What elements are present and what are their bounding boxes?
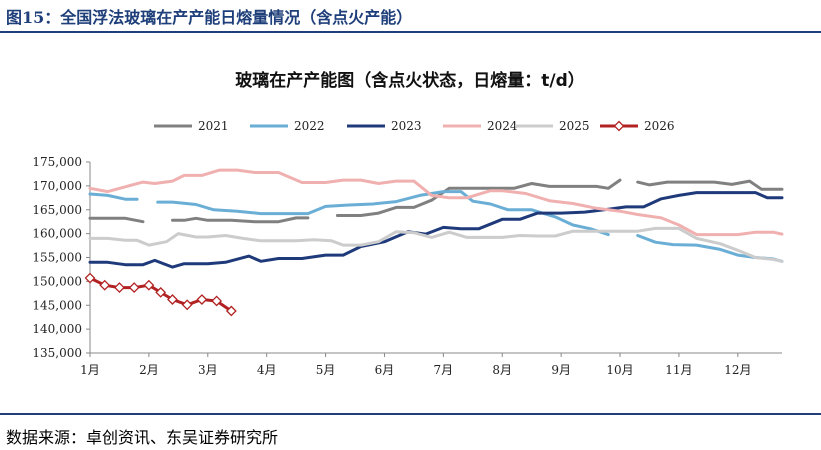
data-point-marker (167, 294, 178, 305)
legend-label: 2025 (559, 119, 590, 133)
chart-legend: 2021 2022 2023 2024 2025 2026 (154, 119, 675, 133)
y-tick-label: 170,000 (32, 179, 82, 193)
data-point-marker (196, 294, 208, 305)
x-tick-label: 4月 (257, 363, 277, 377)
figure-title: 图15：全国浮法玻璃在产产能日熔量情况（含点火产能） (6, 8, 413, 27)
legend-item-2026: 2026 (600, 119, 675, 133)
series-2025 (88, 226, 784, 263)
x-tick-label: 12月 (724, 363, 751, 377)
data-point-marker (143, 279, 155, 291)
data-point-marker (225, 305, 237, 317)
series-2023 (88, 191, 784, 269)
x-tick-label: 9月 (551, 363, 571, 377)
title-rule (0, 31, 821, 33)
x-tick-label: 11月 (665, 363, 692, 377)
data-point-marker (114, 282, 125, 294)
chart-axes: 135,000 140,000 145,000 150,000 155,000 160,0… (32, 155, 782, 377)
legend-label: 2023 (391, 119, 422, 133)
legend-marker (613, 120, 625, 132)
y-tick-label: 140,000 (32, 322, 82, 336)
series-line-2023 (88, 191, 784, 269)
data-point-marker (84, 272, 96, 284)
series-2021 (88, 178, 784, 224)
y-tick-label: 165,000 (32, 203, 82, 217)
series-line-2021 (335, 178, 622, 217)
legend-label: 2021 (198, 119, 229, 133)
series-line-2025 (88, 226, 784, 263)
legend-item-2022: 2022 (250, 119, 325, 133)
data-point-marker (128, 282, 140, 294)
source-rule (0, 413, 821, 415)
series-2024 (88, 168, 784, 237)
chart-plot-area (84, 168, 784, 317)
data-point-marker (211, 295, 223, 307)
y-tick-label: 175,000 (32, 155, 82, 169)
x-tick-label: 7月 (434, 363, 454, 377)
legend-item-2021: 2021 (154, 119, 229, 133)
series-2026 (84, 272, 237, 317)
x-tick-label: 10月 (606, 363, 633, 377)
x-tick-label: 3月 (198, 363, 218, 377)
y-tick-label: 150,000 (32, 274, 82, 288)
x-tick-label: 5月 (316, 363, 336, 377)
x-tick-label: 2月 (139, 363, 159, 377)
series-2022 (88, 190, 784, 263)
series-line-2024 (88, 168, 784, 237)
series-line-2021 (636, 179, 784, 191)
y-tick-label: 135,000 (32, 346, 82, 360)
data-point-marker (99, 279, 111, 291)
x-tick-label: 1月 (80, 363, 100, 377)
legend-label: 2024 (487, 119, 518, 133)
series-line-2022 (88, 192, 139, 201)
series-line-2021 (171, 216, 310, 224)
x-tick-label: 8月 (492, 363, 512, 377)
y-tick-label: 160,000 (32, 227, 82, 241)
legend-item-2025: 2025 (515, 119, 590, 133)
legend-label: 2026 (644, 119, 675, 133)
data-point-marker (181, 299, 193, 311)
chart-title: 玻璃在产产能图（含点火状态，日熔量：t/d） (235, 70, 585, 91)
y-tick-label: 145,000 (32, 298, 82, 312)
series-line-2021 (88, 216, 145, 224)
data-point-marker (155, 286, 167, 298)
legend-label: 2022 (294, 119, 325, 133)
legend-item-2024: 2024 (443, 119, 518, 133)
x-tick-label: 6月 (375, 363, 395, 377)
legend-item-2023: 2023 (347, 119, 422, 133)
source-note: 数据来源：卓创资讯、东吴证券研究所 (6, 428, 279, 447)
y-tick-label: 155,000 (32, 251, 82, 265)
